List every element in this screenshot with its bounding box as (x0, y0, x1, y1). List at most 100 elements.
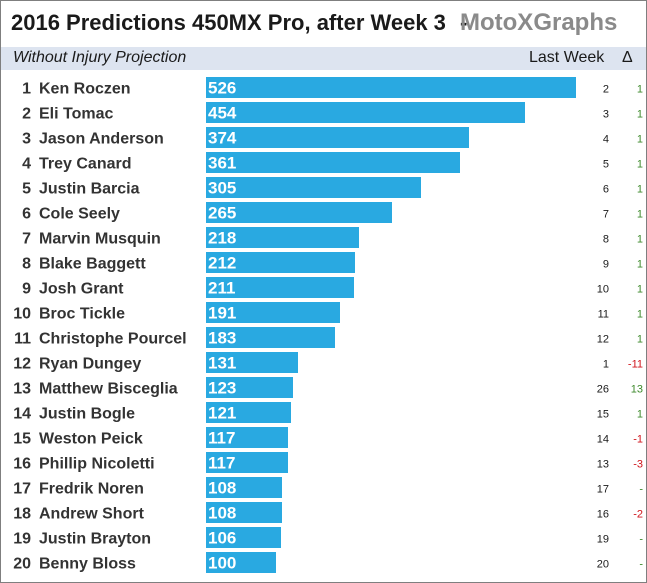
value-label: 305 (208, 179, 236, 198)
rider-name: Ryan Dungey (39, 356, 141, 373)
delta-value: 1 (637, 284, 643, 296)
bar (206, 352, 298, 373)
last-week-header: Last Week (529, 49, 605, 66)
rider-name: Jason Anderson (39, 131, 164, 148)
last-week-value: 15 (597, 409, 609, 421)
last-week-value: 5 (603, 159, 609, 171)
last-week-value: 9 (603, 259, 609, 271)
rider-name: Justin Brayton (39, 531, 151, 548)
value-label: 117 (208, 454, 235, 473)
bar (206, 302, 340, 323)
bar (206, 152, 460, 173)
last-week-value: 7 (603, 209, 609, 221)
value-label: 123 (208, 379, 236, 398)
last-week-value: 4 (603, 134, 609, 146)
rank-label: 20 (13, 556, 31, 573)
delta-value: -2 (633, 509, 643, 521)
rider-name: Andrew Short (39, 506, 145, 523)
bar (206, 227, 359, 248)
value-label: 191 (208, 304, 236, 323)
rider-name: Trey Canard (39, 156, 131, 173)
value-label: 183 (208, 329, 236, 348)
delta-header: Δ (622, 49, 633, 66)
rider-name: Blake Baggett (39, 256, 146, 273)
rider-name: Justin Barcia (39, 181, 140, 198)
rank-label: 3 (22, 131, 31, 148)
last-week-value: 2 (603, 84, 609, 96)
rank-label: 12 (13, 356, 31, 373)
rider-name: Broc Tickle (39, 306, 125, 323)
rank-label: 14 (13, 406, 31, 423)
bar (206, 177, 421, 198)
delta-value: 1 (637, 184, 643, 196)
value-label: 106 (208, 529, 236, 548)
rank-label: 2 (22, 106, 31, 123)
rider-name: Christophe Pourcel (39, 331, 187, 348)
rank-label: 11 (14, 331, 31, 348)
last-week-value: 8 (603, 234, 609, 246)
rank-label: 10 (13, 306, 31, 323)
chart-title: 2016 Predictions 450MX Pro, after Week 3… (11, 10, 467, 36)
delta-value: 13 (631, 384, 643, 396)
delta-value: 1 (637, 409, 643, 421)
rider-name: Fredrik Noren (39, 481, 144, 498)
delta-value: - (639, 534, 643, 546)
chart-subtitle: Without Injury Projection (13, 49, 187, 66)
title-separator: - (460, 10, 468, 35)
value-label: 212 (208, 254, 236, 273)
delta-value: 1 (637, 84, 643, 96)
rank-label: 8 (22, 256, 31, 273)
rank-label: 4 (22, 156, 31, 173)
rider-name: Eli Tomac (39, 106, 113, 123)
title-text: 2016 Predictions 450MX Pro, after Week 3 (11, 10, 446, 35)
rider-name: Cole Seely (39, 206, 120, 223)
bar (206, 202, 392, 223)
bar (206, 327, 335, 348)
value-label: 131 (208, 354, 236, 373)
bar (206, 452, 288, 473)
last-week-value: 19 (597, 534, 609, 546)
value-label: 265 (208, 204, 236, 223)
brand-logo-text: MotoXGraphs (460, 9, 618, 36)
value-label: 374 (208, 129, 237, 148)
bar (206, 552, 276, 573)
rank-label: 17 (13, 481, 31, 498)
bar (206, 102, 525, 123)
rank-label: 15 (13, 431, 31, 448)
delta-value: -11 (628, 359, 643, 371)
last-week-value: 11 (598, 309, 609, 321)
rider-name: Marvin Musquin (39, 231, 161, 248)
value-label: 108 (208, 504, 236, 523)
value-label: 100 (208, 554, 236, 573)
bar (206, 277, 354, 298)
bar (206, 377, 293, 398)
rider-name: Ken Roczen (39, 81, 131, 98)
bar (206, 427, 288, 448)
delta-value: 1 (637, 134, 643, 146)
subheader-band (1, 47, 646, 70)
last-week-value: 10 (597, 284, 609, 296)
last-week-value: 26 (597, 384, 609, 396)
last-week-value: 12 (597, 334, 609, 346)
bar (206, 402, 291, 423)
delta-value: -3 (633, 459, 643, 471)
last-week-value: 20 (597, 559, 609, 571)
delta-value: 1 (637, 334, 643, 346)
rank-label: 9 (22, 281, 31, 298)
bar (206, 477, 282, 498)
rank-label: 7 (22, 231, 31, 248)
value-label: 108 (208, 479, 236, 498)
rank-label: 18 (13, 506, 31, 523)
delta-value: 1 (637, 234, 643, 246)
delta-value: 1 (637, 159, 643, 171)
last-week-value: 3 (603, 109, 609, 121)
last-week-value: 16 (597, 509, 609, 521)
last-week-value: 13 (597, 459, 609, 471)
last-week-value: 14 (597, 434, 609, 446)
rider-name: Matthew Bisceglia (39, 381, 178, 398)
rider-name: Weston Peick (39, 431, 143, 448)
delta-value: 1 (637, 309, 643, 321)
rider-name: Justin Bogle (39, 406, 135, 423)
delta-value: - (639, 559, 643, 571)
